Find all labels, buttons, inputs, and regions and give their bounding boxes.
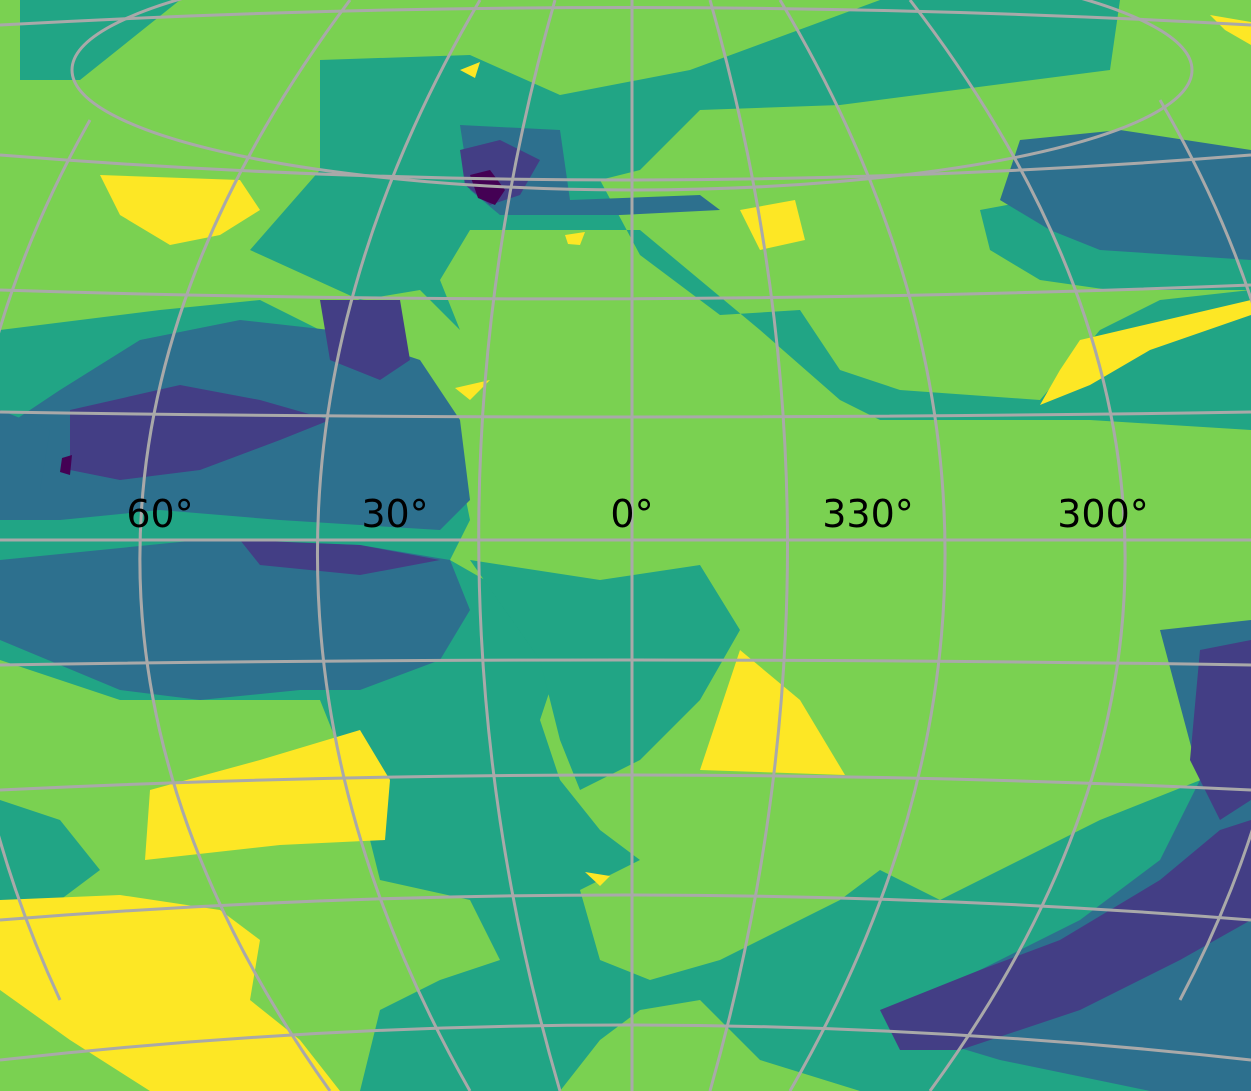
longitude-label-330: 330° — [822, 492, 914, 536]
longitude-label-30: 30° — [361, 492, 428, 536]
longitude-label-300: 300° — [1057, 492, 1149, 536]
longitude-labels: 60° 30° 0° 330° 300° — [126, 492, 1148, 536]
regions-level-1 — [70, 140, 1251, 1050]
longitude-label-0: 0° — [610, 492, 653, 536]
longitude-label-60: 60° — [126, 492, 193, 536]
regions-level-5 — [0, 15, 1251, 1091]
graticule-cap — [70, 0, 1194, 192]
